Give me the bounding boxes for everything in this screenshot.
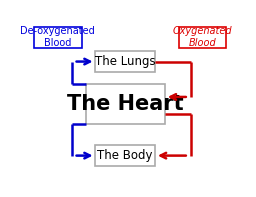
- Text: The Body: The Body: [98, 149, 153, 162]
- Text: De-oxygenated
Blood: De-oxygenated Blood: [20, 26, 95, 48]
- Text: The Heart: The Heart: [67, 94, 184, 114]
- Text: The Lungs: The Lungs: [95, 55, 156, 68]
- FancyBboxPatch shape: [95, 51, 155, 72]
- FancyBboxPatch shape: [86, 84, 165, 124]
- Text: Oxygenated
Blood: Oxygenated Blood: [173, 26, 232, 48]
- FancyBboxPatch shape: [95, 145, 155, 166]
- FancyBboxPatch shape: [179, 27, 226, 48]
- FancyBboxPatch shape: [34, 27, 82, 48]
